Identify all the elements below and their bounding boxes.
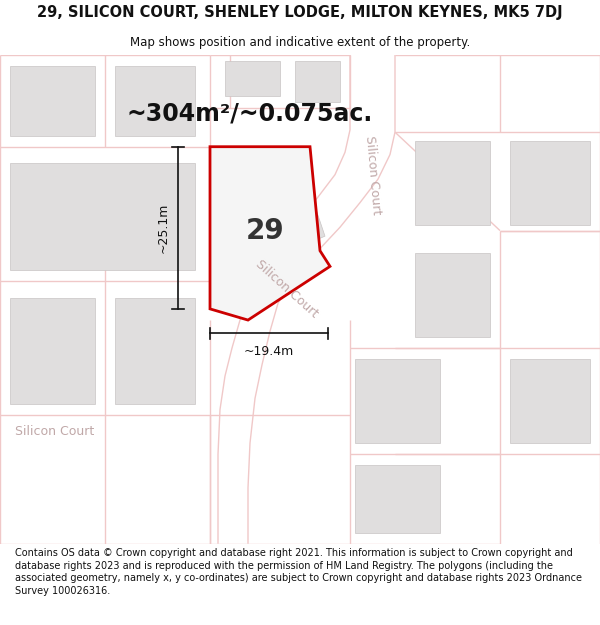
- Polygon shape: [115, 298, 195, 404]
- Polygon shape: [415, 253, 490, 337]
- Text: ~19.4m: ~19.4m: [244, 344, 294, 357]
- Text: ~25.1m: ~25.1m: [157, 202, 170, 253]
- Polygon shape: [10, 66, 95, 136]
- Text: Map shows position and indicative extent of the property.: Map shows position and indicative extent…: [130, 36, 470, 49]
- Polygon shape: [270, 191, 325, 253]
- Polygon shape: [225, 61, 280, 96]
- Text: ~304m²/~0.075ac.: ~304m²/~0.075ac.: [127, 101, 373, 125]
- Polygon shape: [10, 298, 95, 404]
- Polygon shape: [295, 61, 340, 102]
- Polygon shape: [510, 141, 590, 225]
- Text: Silicon Court: Silicon Court: [363, 134, 383, 215]
- Polygon shape: [355, 466, 440, 532]
- Polygon shape: [115, 66, 195, 136]
- Polygon shape: [415, 141, 490, 225]
- Text: Silicon Court: Silicon Court: [253, 258, 321, 320]
- Polygon shape: [510, 359, 590, 443]
- Polygon shape: [210, 147, 330, 320]
- Text: Contains OS data © Crown copyright and database right 2021. This information is : Contains OS data © Crown copyright and d…: [15, 548, 582, 596]
- Text: Silicon Court: Silicon Court: [16, 426, 95, 438]
- Polygon shape: [10, 164, 195, 270]
- Text: 29: 29: [245, 217, 284, 244]
- Text: 29, SILICON COURT, SHENLEY LODGE, MILTON KEYNES, MK5 7DJ: 29, SILICON COURT, SHENLEY LODGE, MILTON…: [37, 4, 563, 19]
- Polygon shape: [355, 359, 440, 443]
